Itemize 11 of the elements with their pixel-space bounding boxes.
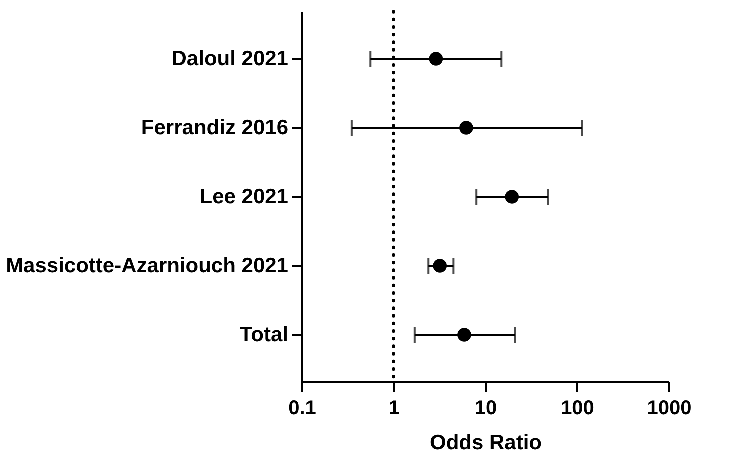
y-tick-label: Lee 2021 (200, 186, 289, 208)
y-tick-label: Daloul 2021 (172, 48, 289, 70)
y-tick-label: Massicotte-Azarniouch 2021 (6, 254, 289, 278)
x-tick-label: 1000 (647, 398, 692, 420)
x-tick-label: 1 (388, 398, 400, 420)
x-tick-label: 10 (474, 398, 498, 420)
y-tick-label: Total (240, 324, 288, 346)
x-axis-title: Odds Ratio (430, 432, 542, 454)
y-tick-label: Ferrandiz 2016 (141, 116, 288, 140)
x-tick-label: 100 (561, 398, 594, 420)
x-tick-label: 0.1 (288, 398, 316, 420)
